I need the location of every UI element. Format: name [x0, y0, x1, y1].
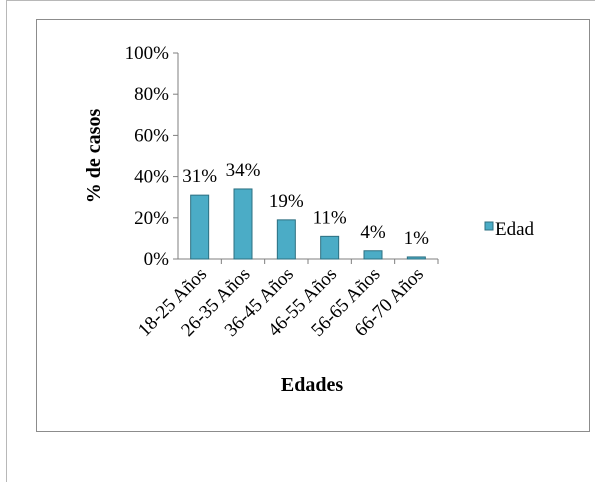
page-border-left — [6, 0, 7, 482]
y-axis: 0% 20% 40% 60% 80% 100% — [125, 43, 179, 270]
y-tick-label: 20% — [134, 208, 169, 229]
bar — [190, 194, 210, 260]
data-label: 11% — [313, 207, 347, 228]
bar-series — [190, 188, 426, 260]
data-label: 4% — [360, 222, 386, 243]
bar — [276, 219, 296, 260]
legend-label: Edad — [495, 219, 535, 240]
y-tick-label: 40% — [134, 167, 169, 188]
y-tick-label: 0% — [144, 249, 170, 270]
chart-frame — [36, 19, 590, 432]
bar — [320, 235, 340, 260]
y-axis-title: % de casos — [83, 109, 105, 204]
data-label: 1% — [404, 228, 430, 249]
legend: Edad — [484, 219, 535, 240]
data-label: 19% — [269, 191, 304, 212]
legend-swatch — [484, 221, 494, 231]
bar — [406, 256, 426, 260]
data-label: 31% — [182, 166, 217, 187]
y-tick-label: 100% — [125, 43, 170, 64]
data-label: 34% — [226, 160, 261, 181]
page-border-top — [6, 0, 595, 1]
data-labels: 31% 34% 19% 11% 4% 1% — [182, 160, 429, 249]
y-tick-label: 60% — [134, 125, 169, 146]
y-tick-label: 80% — [134, 84, 169, 105]
bar — [233, 188, 253, 260]
x-axis-title: Edades — [281, 374, 343, 396]
bar — [363, 250, 383, 260]
